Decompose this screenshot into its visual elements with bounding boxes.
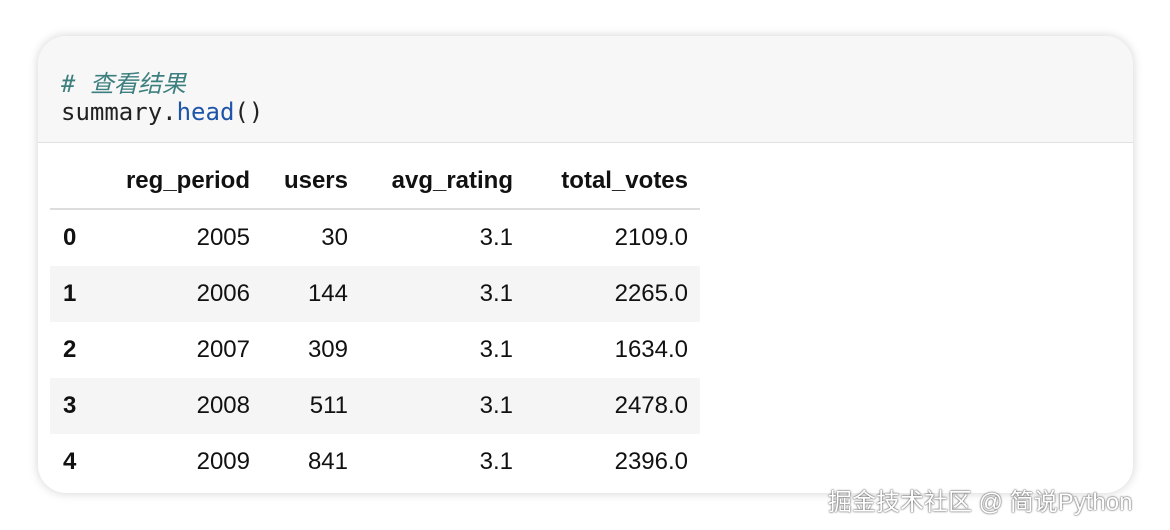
row-index: 3 (50, 378, 100, 434)
table-cell: 309 (307, 336, 348, 363)
table-cell: 841 (307, 448, 348, 475)
header-row: reg_period users avg_rating total_votes (50, 154, 700, 210)
column-header: avg_rating (360, 154, 525, 210)
table-row: 4 2009 841 3.1 2396.0 (50, 434, 700, 490)
table-cell: 2006 (100, 266, 262, 322)
row-index: 2 (63, 336, 77, 363)
code-token: summary (61, 98, 163, 126)
table-row: 1 2006 144 3.1 2265.0 (50, 266, 700, 322)
notebook-cell: # 查看结果 summary.head() reg_period users avg… (38, 36, 1133, 493)
code-token: . (162, 98, 177, 126)
table-row: 0 2005 30 3.1 2109.0 (50, 209, 700, 266)
table-cell: 3.1 (479, 224, 513, 251)
column-header: total_votes (525, 154, 700, 210)
column-header: users (262, 154, 360, 210)
table-cell: 2007 (196, 336, 250, 363)
code-token: head (176, 98, 235, 126)
row-index: 0 (63, 224, 77, 251)
table-cell: 511 (262, 378, 360, 434)
table-cell: 3.1 (479, 448, 513, 475)
row-index: 4 (63, 448, 77, 475)
code-line: summary.head() (61, 98, 263, 126)
table-row: 3 2008 511 3.1 2478.0 (50, 378, 700, 434)
table-cell: 2005 (196, 224, 250, 251)
table-cell: 3.1 (479, 336, 513, 363)
column-header (50, 154, 100, 210)
table-cell: 2478.0 (525, 378, 700, 434)
row-index: 1 (50, 266, 100, 322)
table-cell: 30 (321, 224, 348, 251)
table-row: 2 2007 309 3.1 1634.0 (50, 322, 700, 378)
table-cell: 2009 (196, 448, 250, 475)
dataframe: reg_period users avg_rating total_votes 0 200… (50, 154, 700, 490)
table-cell: 2265.0 (525, 266, 700, 322)
table-cell: 2109.0 (614, 224, 688, 251)
table-cell: 2396.0 (614, 448, 688, 475)
code-comment: # 查看结果 (61, 70, 186, 98)
table-cell: 1634.0 (614, 336, 688, 363)
table-cell: 3.1 (360, 266, 525, 322)
table-cell: 3.1 (360, 378, 525, 434)
table-cell: 144 (262, 266, 360, 322)
column-header: reg_period (100, 154, 262, 210)
code-cell[interactable]: # 查看结果 summary.head() (38, 36, 1133, 143)
code-token: () (234, 98, 264, 126)
watermark: 掘金技术社区 @ 简说Python (828, 489, 1133, 516)
table-cell: 2008 (100, 378, 262, 434)
